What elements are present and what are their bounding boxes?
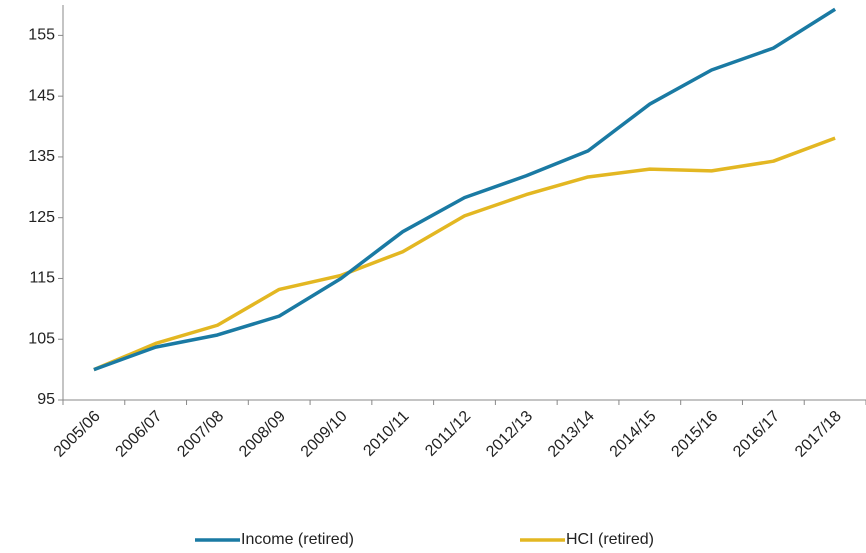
series-line: [93, 136, 836, 372]
x-tick-label: 2007/08: [174, 408, 227, 461]
y-tick-label: 105: [28, 330, 55, 347]
y-tick-label: 115: [29, 270, 55, 287]
x-tick-label: 2008/09: [236, 408, 289, 461]
x-tick-label: 2006/07: [113, 408, 166, 461]
y-tick-label: 95: [37, 391, 55, 408]
y-tick-label: 155: [28, 27, 55, 44]
x-tick-label: 2014/15: [607, 408, 660, 461]
x-tick-label: 2005/06: [51, 408, 104, 461]
x-tick-label: 2016/17: [730, 408, 783, 461]
legend-label: HCI (retired): [566, 531, 654, 548]
x-tick-label: 2012/13: [483, 408, 536, 461]
x-tick-label: 2011/12: [422, 408, 474, 460]
x-tick-label: 2010/11: [360, 408, 412, 460]
y-tick-label: 145: [28, 87, 55, 104]
x-tick-label: 2017/18: [792, 408, 845, 461]
legend-label: Income (retired): [241, 531, 354, 548]
x-tick-label: 2015/16: [668, 408, 721, 461]
y-tick-label: 135: [28, 148, 55, 165]
y-tick-label: 125: [28, 209, 55, 226]
series-line: [93, 7, 837, 372]
x-tick-label: 2013/14: [545, 408, 598, 461]
x-tick-label: 2009/10: [298, 408, 351, 461]
